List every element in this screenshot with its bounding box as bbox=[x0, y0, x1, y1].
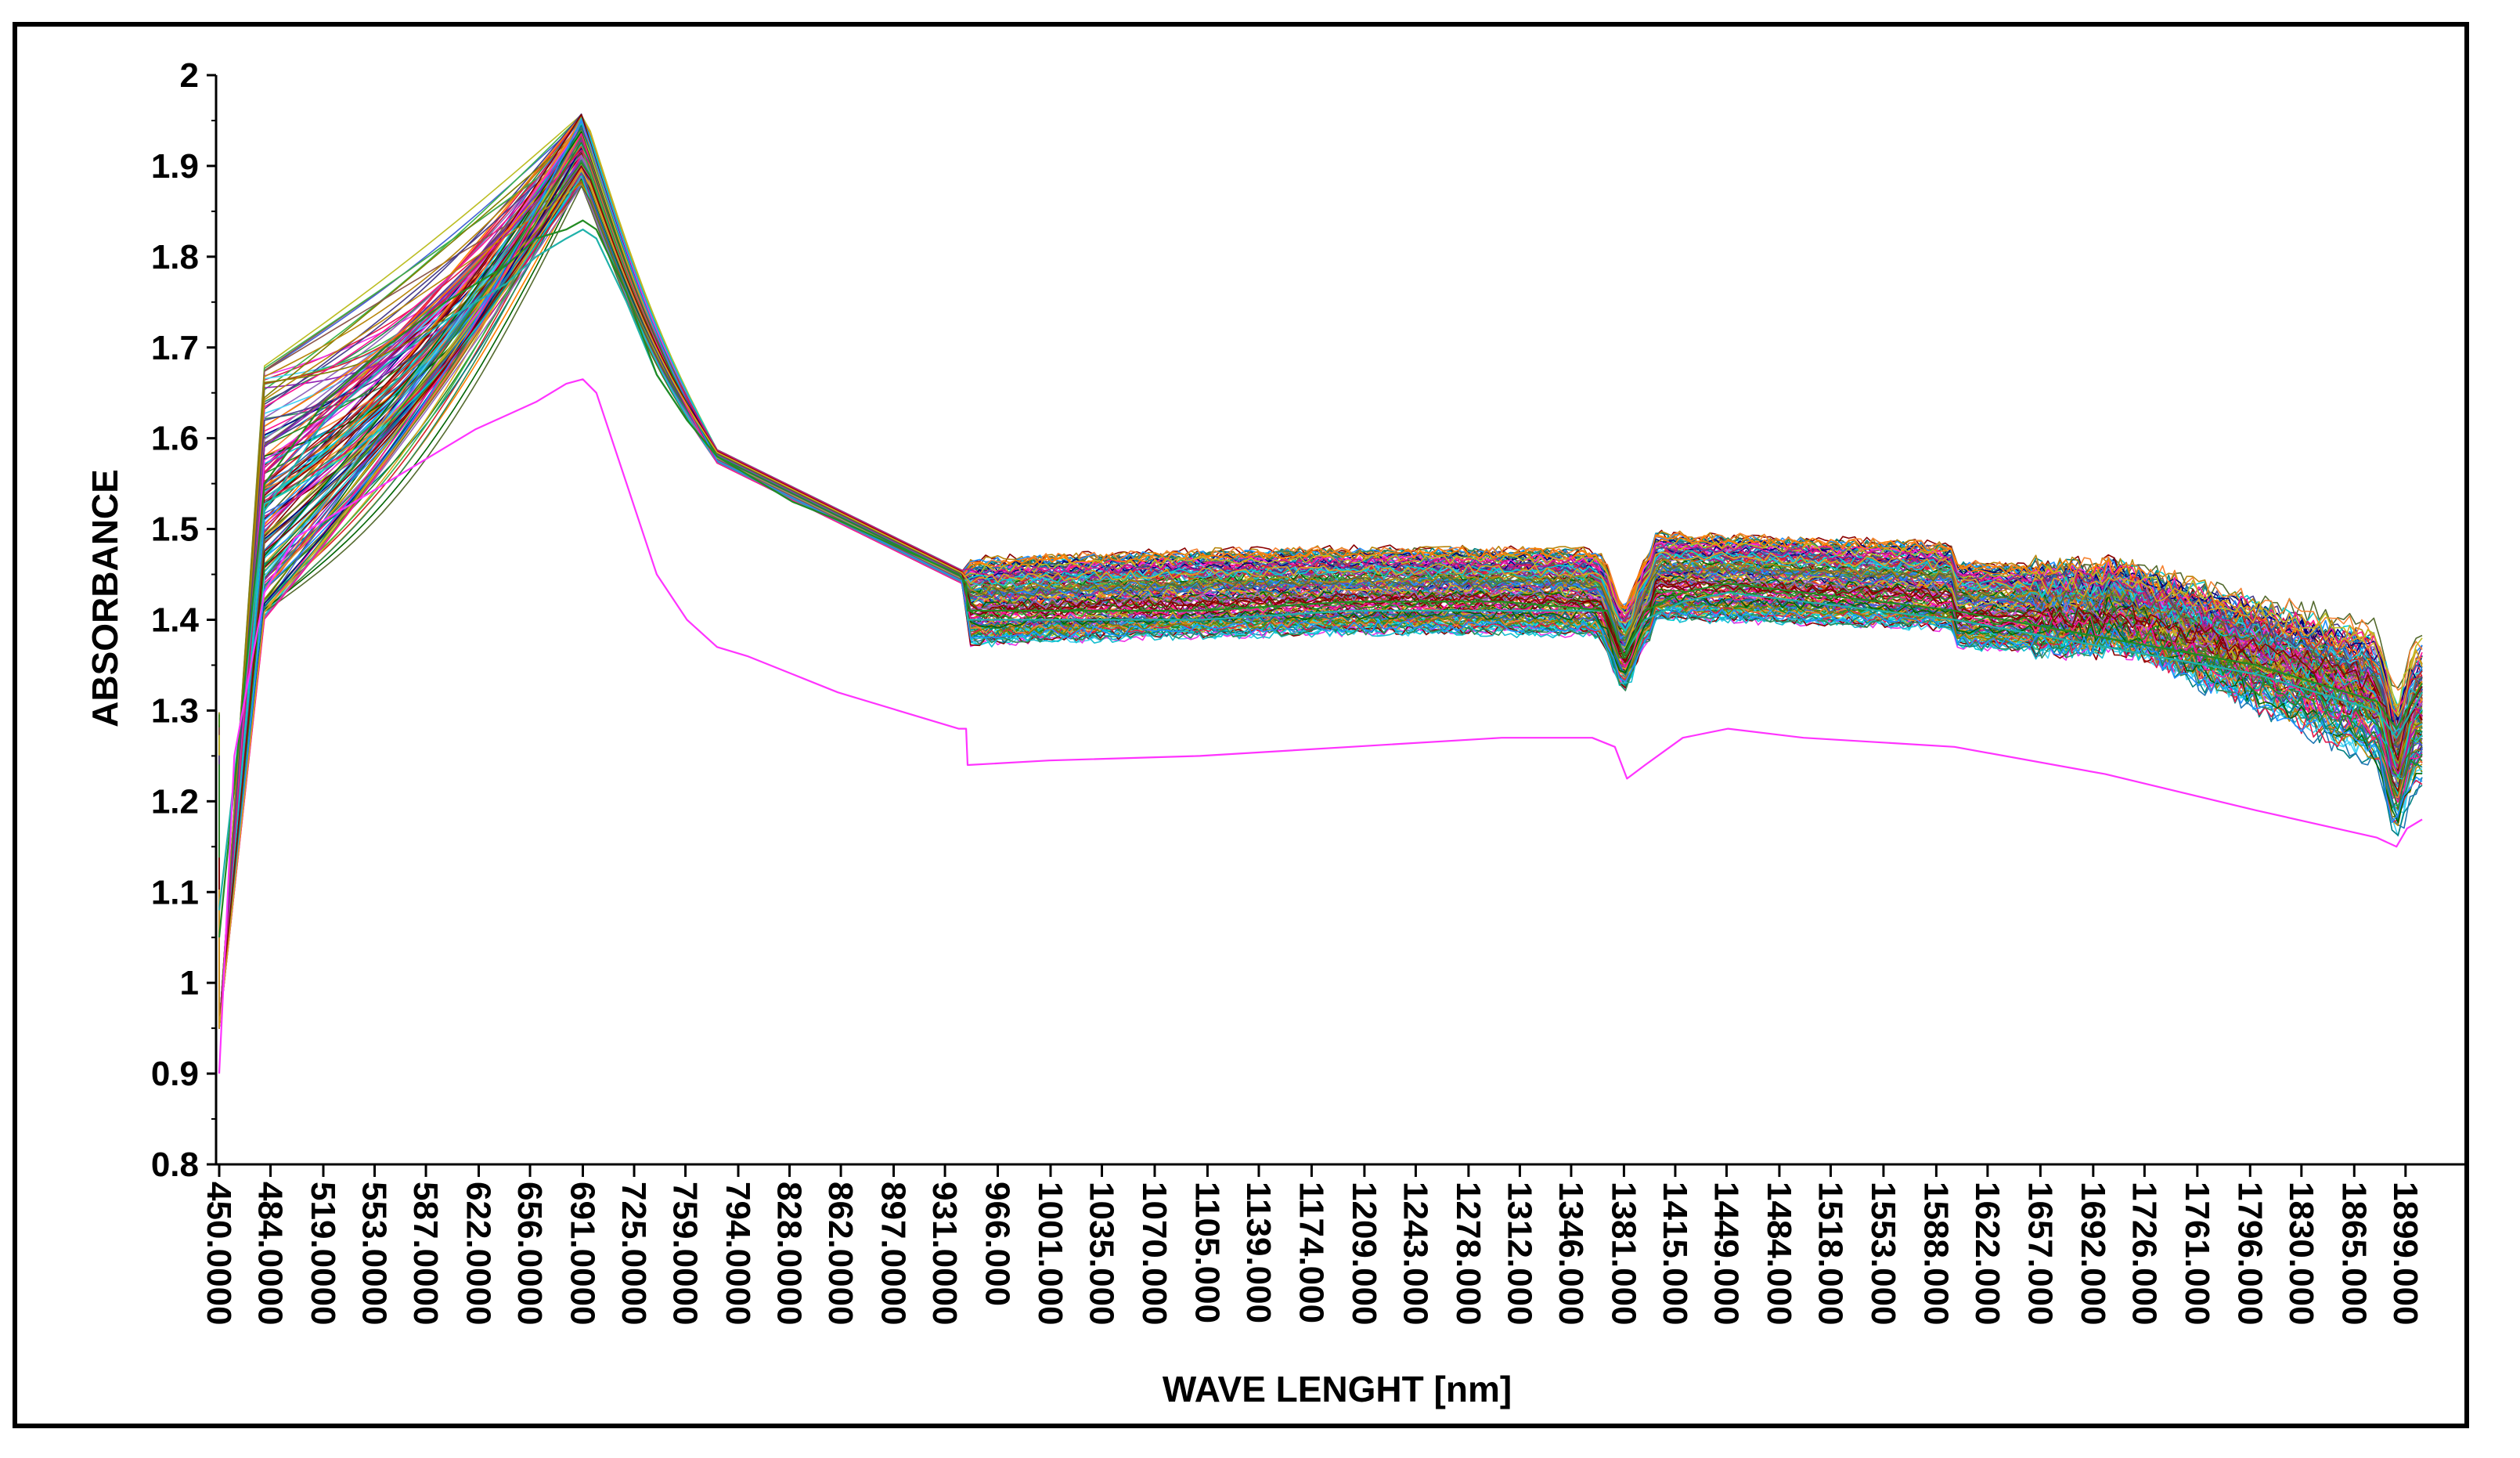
x-tick-label: 1484.000 bbox=[1760, 1182, 1798, 1326]
y-tick-label: 1.4 bbox=[151, 601, 200, 640]
x-tick-label: 966.000 bbox=[979, 1182, 1017, 1306]
x-tick-label: 759.0000 bbox=[666, 1182, 705, 1326]
x-tick-label: 1174.000 bbox=[1292, 1182, 1330, 1323]
x-tick-label: 1035.000 bbox=[1083, 1182, 1121, 1326]
x-tick-label: 828.0000 bbox=[770, 1182, 809, 1326]
y-tick-label: 1.1 bbox=[151, 873, 199, 911]
x-tick-label: 1899.000 bbox=[2386, 1182, 2424, 1326]
x-tick-label: 1726.000 bbox=[2125, 1182, 2163, 1326]
y-tick-label: 1.5 bbox=[151, 511, 199, 549]
x-tick-label: 1692.000 bbox=[2074, 1182, 2112, 1326]
x-tick-label: 1657.000 bbox=[2021, 1182, 2059, 1326]
x-tick-label: 1830.000 bbox=[2282, 1182, 2320, 1326]
y-tick-label: 0.9 bbox=[151, 1055, 199, 1093]
outlier-spectrum-3 bbox=[218, 378, 2423, 1074]
spectrum-line bbox=[218, 186, 2423, 1029]
x-tick-label: 1449.000 bbox=[1707, 1182, 1745, 1326]
labels-layer: WAVE LENGHT [nm] ABSORBANCE 0.8 0.9 1 1.1 1.… bbox=[85, 56, 2424, 1409]
x-tick-label: 450.0000 bbox=[200, 1182, 238, 1326]
spectrum-line bbox=[218, 169, 2423, 1029]
x-tick-label: 1622.000 bbox=[1968, 1182, 2006, 1326]
x-tick-label: 691.0000 bbox=[564, 1182, 602, 1326]
x-axis-title: WAVE LENGHT [nm] bbox=[1163, 1369, 1512, 1409]
x-tick-label: 1761.000 bbox=[2178, 1182, 2216, 1326]
x-tick-label: 1139.000 bbox=[1239, 1182, 1278, 1323]
x-tick-label: 622.0000 bbox=[460, 1182, 498, 1326]
x-tick-label: 725.0000 bbox=[615, 1182, 653, 1326]
x-tick-label: 931.0000 bbox=[925, 1182, 964, 1326]
x-tick-label: 1001.000 bbox=[1031, 1182, 1069, 1326]
x-tick-label: 1865.000 bbox=[2334, 1182, 2373, 1326]
y-tick-label: 1.3 bbox=[151, 691, 199, 730]
y-tick-label: 1.6 bbox=[151, 420, 199, 458]
y-tick-label: 1.2 bbox=[151, 782, 199, 821]
x-tick-label: 656.0000 bbox=[510, 1182, 549, 1326]
x-tick-label: 1796.000 bbox=[2230, 1182, 2269, 1326]
x-tick-label: 1553.000 bbox=[1864, 1182, 1902, 1326]
x-tick-label: 587.0000 bbox=[406, 1182, 445, 1326]
x-tick-label: 897.0000 bbox=[874, 1182, 913, 1326]
y-tick-label: 1.7 bbox=[151, 329, 199, 367]
x-tick-label: 1105.000 bbox=[1188, 1182, 1226, 1323]
x-tick-label: 1070.000 bbox=[1135, 1182, 1173, 1326]
y-tick-label: 2 bbox=[180, 56, 199, 95]
y-tick-label: 1.9 bbox=[151, 147, 199, 186]
y-tick-label: 1.8 bbox=[151, 238, 199, 276]
x-tick-label: 1278.000 bbox=[1449, 1182, 1487, 1326]
x-tick-label: 1346.000 bbox=[1552, 1182, 1590, 1326]
x-tick-label: 1518.000 bbox=[1811, 1182, 1849, 1326]
x-tick-label: 1312.000 bbox=[1500, 1182, 1538, 1326]
spectrum-line bbox=[218, 165, 2423, 1029]
outlier-spectrum-2 bbox=[218, 219, 2423, 938]
x-tick-label: 862.0000 bbox=[821, 1182, 860, 1326]
axes-layer bbox=[207, 74, 2464, 1177]
spectrum-line bbox=[218, 150, 2423, 1029]
x-tick-label: 1588.000 bbox=[1916, 1182, 1955, 1326]
x-tick-label: 519.0000 bbox=[304, 1182, 342, 1326]
x-tick-label: 1415.000 bbox=[1656, 1182, 1694, 1326]
x-tick-label: 484.0000 bbox=[251, 1182, 290, 1326]
y-tick-label: 0.8 bbox=[151, 1146, 199, 1184]
x-tick-label: 1381.000 bbox=[1604, 1182, 1642, 1326]
y-tick-label: 1 bbox=[180, 964, 199, 1002]
chart-frame: WAVE LENGHT [nm] ABSORBANCE 0.8 0.9 1 1.1 1.… bbox=[13, 22, 2469, 1428]
x-tick-label: 1243.000 bbox=[1396, 1182, 1434, 1326]
spectra-chart: WAVE LENGHT [nm] ABSORBANCE 0.8 0.9 1 1.1 1.… bbox=[85, 56, 2464, 1409]
x-tick-label: 1209.000 bbox=[1345, 1182, 1383, 1326]
x-tick-label: 794.0000 bbox=[719, 1182, 757, 1326]
spectra-layer bbox=[218, 113, 2423, 1074]
x-tick-label: 553.0000 bbox=[355, 1182, 394, 1326]
y-axis-title: ABSORBANCE bbox=[85, 469, 125, 727]
